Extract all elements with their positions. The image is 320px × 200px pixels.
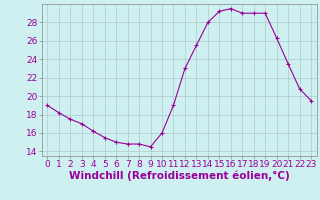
X-axis label: Windchill (Refroidissement éolien,°C): Windchill (Refroidissement éolien,°C) xyxy=(69,171,290,181)
